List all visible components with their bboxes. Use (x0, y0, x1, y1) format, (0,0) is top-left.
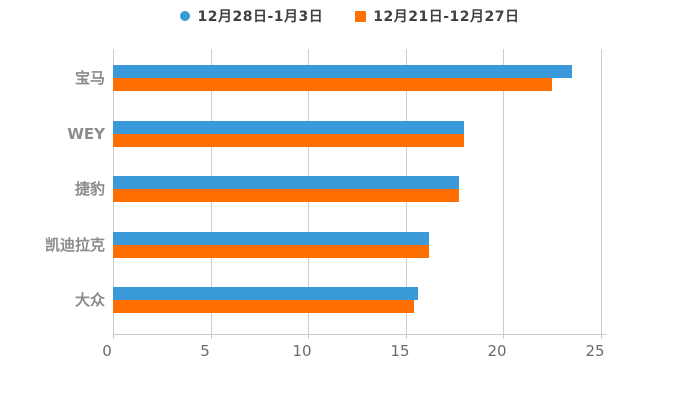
axis-tick-15 (406, 334, 407, 339)
x-tick-label-0: 0 (102, 342, 112, 360)
x-tick-label-25: 25 (585, 342, 605, 360)
legend-item-series-2[interactable]: 12月21日-12月27日 (355, 6, 519, 26)
x-tick-label-5: 5 (200, 342, 210, 360)
plot-area: 0 5 10 15 20 25 宝马 WEY 捷豹凯迪拉克大众 (45, 49, 606, 360)
bar-12月28日-1月3日-捷豹 (113, 176, 459, 189)
x-axis-line (113, 334, 606, 335)
legend-item-series-1[interactable]: 12月28日-1月3日 (180, 6, 323, 26)
legend-label-series-2: 12月21日-12月27日 (373, 9, 520, 25)
orange-square-marker (355, 10, 367, 22)
category-label-3: 捷豹 (74, 180, 105, 199)
chart-legend: 12月28日-1月3日 12月21日-12月27日 (0, 6, 700, 26)
bar-12月21日-12月27日-捷豹 (113, 189, 459, 202)
x-tick-label-20: 20 (487, 342, 507, 360)
category-label-2: WEY (67, 124, 105, 143)
blue-circle-marker (180, 11, 191, 21)
category-label-1: 宝马 (74, 69, 105, 87)
category-label-4: 凯迪拉克 (44, 235, 105, 254)
axis-tick-20 (503, 334, 504, 339)
legend-label-series-1: 12月28日-1月3日 (197, 9, 324, 25)
bar-12月28日-1月3日-WEY (113, 121, 465, 134)
bar-12月21日-12月27日-WEY (113, 134, 465, 147)
bar-12月28日-1月3日-大众 (113, 287, 418, 300)
bar-12月21日-12月27日-大众 (113, 300, 414, 313)
x-tick-label-15: 15 (390, 342, 410, 360)
axis-tick-0 (113, 334, 114, 339)
axis-tick-5 (211, 334, 212, 339)
gridline-x-25 (601, 49, 602, 334)
bar-12月28日-1月3日-凯迪拉克 (113, 232, 430, 245)
bar-12月28日-1月3日-宝马 (113, 65, 572, 78)
axis-tick-25 (601, 334, 602, 339)
bar-12月21日-12月27日-凯迪拉克 (113, 245, 430, 258)
bar-12月21日-12月27日-宝马 (113, 78, 553, 91)
axis-tick-10 (308, 334, 309, 339)
x-tick-label-10: 10 (292, 342, 312, 360)
category-label-5: 大众 (74, 291, 105, 310)
gridline-x-20 (503, 49, 504, 334)
